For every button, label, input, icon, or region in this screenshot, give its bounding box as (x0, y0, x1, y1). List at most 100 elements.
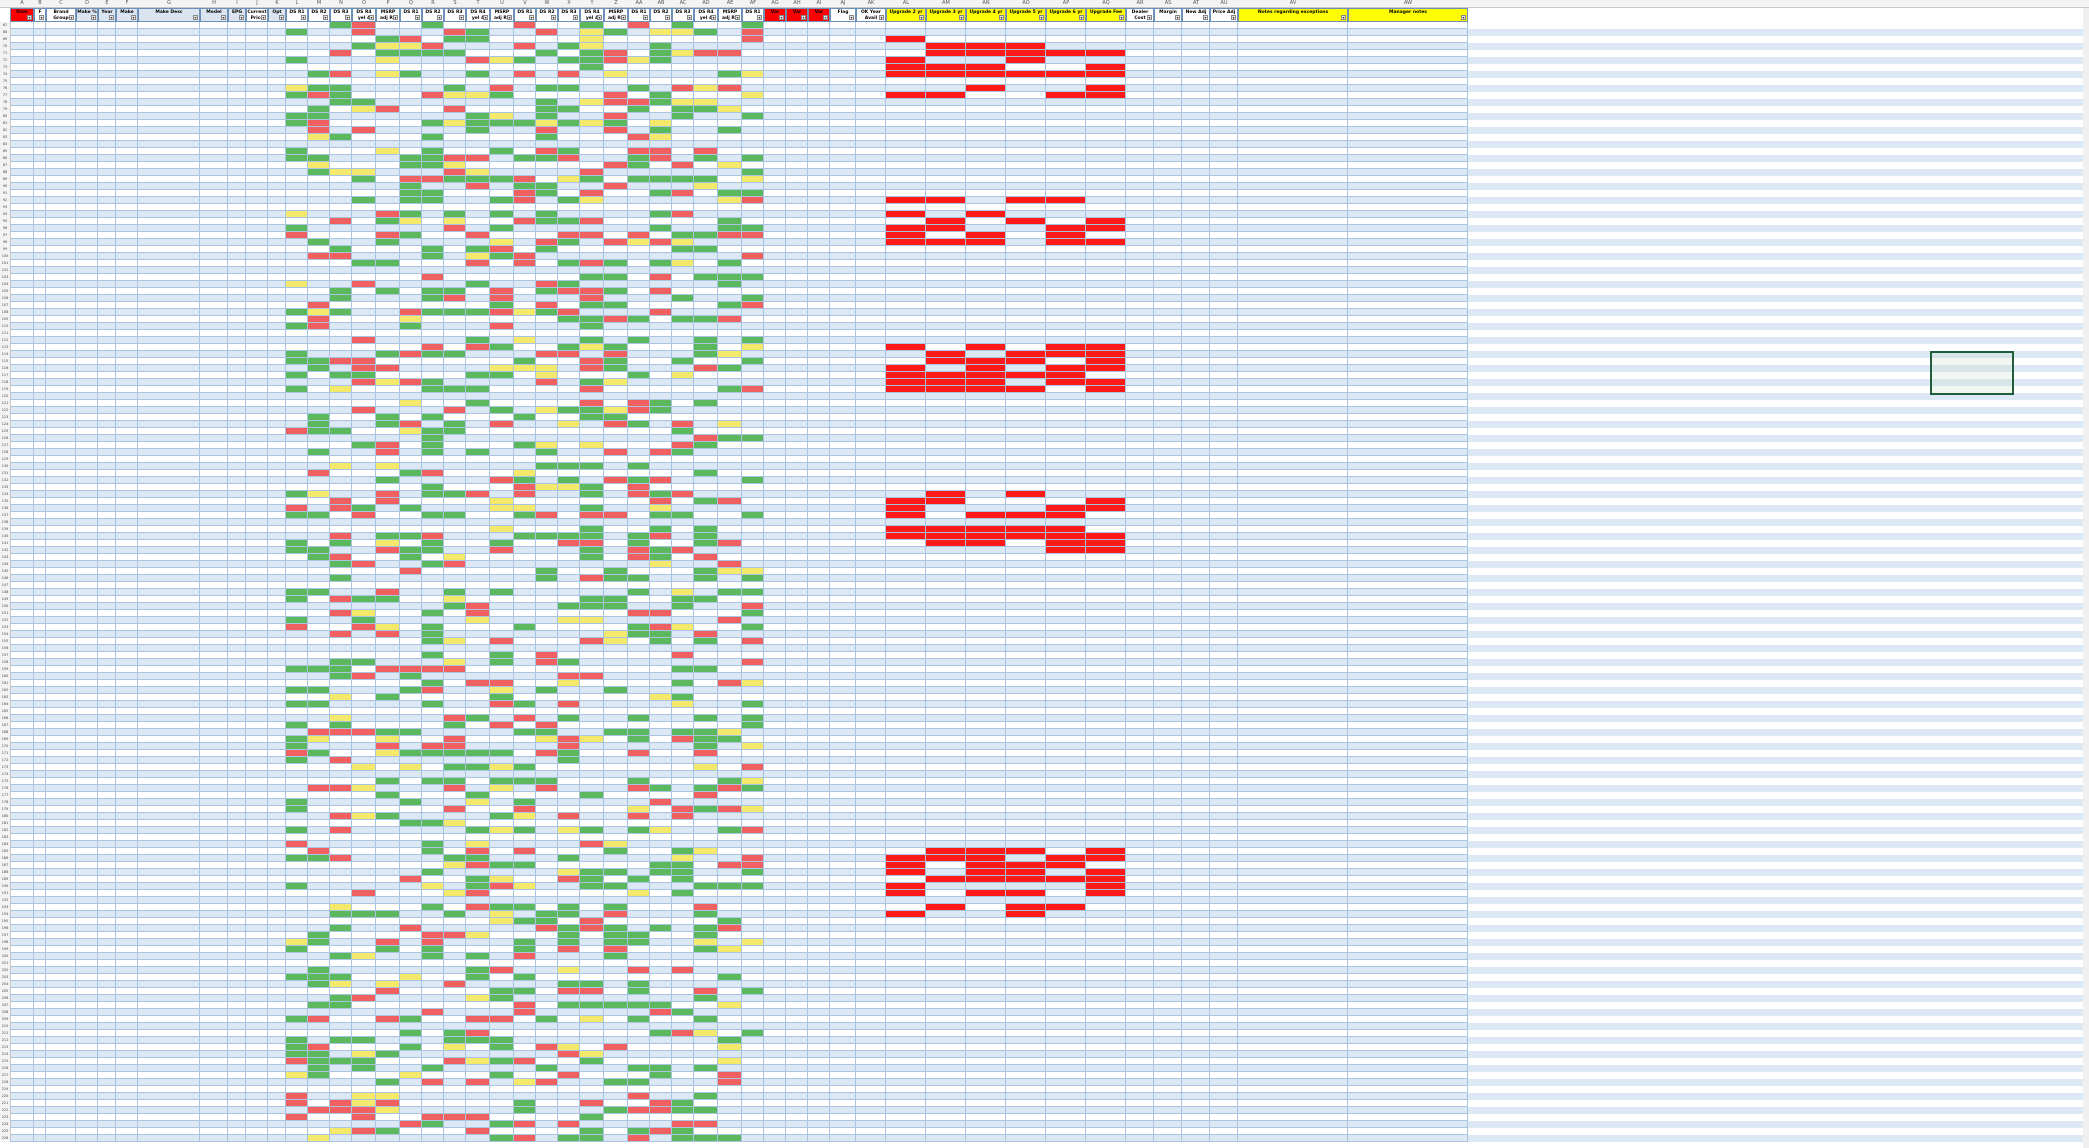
grid-cell[interactable] (966, 365, 1006, 372)
grid-cell[interactable] (718, 267, 742, 274)
grid-cell[interactable] (286, 190, 308, 197)
grid-cell[interactable] (926, 274, 966, 281)
grid-cell[interactable] (672, 141, 694, 148)
grid-cell[interactable] (536, 92, 558, 99)
grid-cell[interactable] (672, 190, 694, 197)
grid-cell[interactable] (308, 218, 330, 225)
grid-cell[interactable] (628, 281, 650, 288)
grid-cell[interactable] (650, 449, 672, 456)
grid-cell[interactable] (1086, 442, 1126, 449)
grid-cell[interactable] (672, 260, 694, 267)
grid-cell[interactable] (466, 85, 490, 92)
grid-cell[interactable] (650, 29, 672, 36)
grid-cell[interactable] (886, 358, 926, 365)
grid-cell[interactable] (1126, 316, 1154, 323)
grid-cell[interactable] (1046, 218, 1086, 225)
grid-cell[interactable] (1182, 78, 1210, 85)
grid-cell[interactable] (98, 267, 116, 274)
grid-cell[interactable] (886, 491, 926, 498)
grid-cell[interactable] (830, 134, 856, 141)
grid-cell[interactable] (46, 393, 76, 400)
grid-cell[interactable] (1182, 225, 1210, 232)
column-letter[interactable]: O (352, 0, 376, 7)
grid-cell[interactable] (268, 393, 286, 400)
grid-cell[interactable] (514, 22, 536, 29)
grid-cell[interactable] (786, 491, 808, 498)
grid-cell[interactable] (694, 22, 718, 29)
grid-cell[interactable] (856, 29, 886, 36)
grid-cell[interactable] (886, 29, 926, 36)
grid-cell[interactable] (98, 379, 116, 386)
grid-cell[interactable] (444, 22, 466, 29)
grid-cell[interactable] (694, 162, 718, 169)
grid-cell[interactable] (352, 281, 376, 288)
grid-cell[interactable] (246, 78, 268, 85)
grid-cell[interactable] (926, 141, 966, 148)
grid-cell[interactable] (786, 36, 808, 43)
grid-cell[interactable] (76, 190, 98, 197)
grid-cell[interactable] (926, 225, 966, 232)
grid-cell[interactable] (1238, 106, 1348, 113)
grid-cell[interactable] (400, 351, 422, 358)
grid-cell[interactable] (268, 120, 286, 127)
grid-cell[interactable] (650, 365, 672, 372)
grid-cell[interactable] (490, 29, 514, 36)
filter-dropdown-icon[interactable]: ▾ (323, 15, 328, 20)
grid-cell[interactable] (76, 463, 98, 470)
grid-cell[interactable] (1086, 358, 1126, 365)
grid-cell[interactable] (376, 309, 400, 316)
grid-cell[interactable] (138, 351, 200, 358)
grid-cell[interactable] (966, 330, 1006, 337)
grid-cell[interactable] (604, 239, 628, 246)
grid-cell[interactable] (308, 176, 330, 183)
grid-cell[interactable] (1182, 393, 1210, 400)
grid-cell[interactable] (1154, 491, 1182, 498)
grid-cell[interactable] (628, 218, 650, 225)
grid-cell[interactable] (926, 106, 966, 113)
grid-cell[interactable] (352, 197, 376, 204)
grid-cell[interactable] (650, 351, 672, 358)
grid-cell[interactable] (10, 337, 34, 344)
grid-cell[interactable] (694, 463, 718, 470)
grid-cell[interactable] (1348, 225, 1468, 232)
grid-cell[interactable] (742, 337, 764, 344)
table-row[interactable]: 67 (0, 22, 2089, 29)
grid-cell[interactable] (1126, 71, 1154, 78)
grid-cell[interactable] (514, 225, 536, 232)
grid-cell[interactable] (76, 323, 98, 330)
grid-cell[interactable] (116, 92, 138, 99)
grid-cell[interactable] (1210, 407, 1238, 414)
grid-cell[interactable] (466, 281, 490, 288)
grid-cell[interactable] (650, 428, 672, 435)
grid-cell[interactable] (1006, 491, 1046, 498)
grid-cell[interactable] (376, 386, 400, 393)
grid-cell[interactable] (514, 316, 536, 323)
column-header[interactable]: Upgrade Fee ▾ (1086, 8, 1126, 22)
grid-cell[interactable] (1046, 225, 1086, 232)
grid-cell[interactable] (966, 120, 1006, 127)
grid-cell[interactable] (558, 309, 580, 316)
grid-cell[interactable] (1086, 232, 1126, 239)
grid-cell[interactable] (742, 197, 764, 204)
grid-cell[interactable] (46, 211, 76, 218)
grid-cell[interactable] (1126, 155, 1154, 162)
grid-cell[interactable] (1348, 407, 1468, 414)
grid-cell[interactable] (786, 57, 808, 64)
grid-cell[interactable] (742, 57, 764, 64)
grid-cell[interactable] (490, 302, 514, 309)
grid-cell[interactable] (98, 344, 116, 351)
grid-cell[interactable] (742, 36, 764, 43)
grid-cell[interactable] (400, 372, 422, 379)
grid-cell[interactable] (558, 29, 580, 36)
grid-cell[interactable] (444, 421, 466, 428)
grid-cell[interactable] (604, 498, 628, 505)
grid-cell[interactable] (268, 169, 286, 176)
grid-cell[interactable] (268, 358, 286, 365)
grid-cell[interactable] (268, 155, 286, 162)
grid-cell[interactable] (422, 239, 444, 246)
grid-cell[interactable] (886, 218, 926, 225)
grid-cell[interactable] (76, 428, 98, 435)
grid-cell[interactable] (200, 106, 228, 113)
grid-cell[interactable] (46, 43, 76, 50)
grid-cell[interactable] (76, 302, 98, 309)
